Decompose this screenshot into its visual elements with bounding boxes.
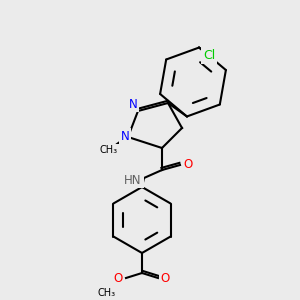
Text: O: O (113, 272, 123, 284)
Text: Cl: Cl (203, 49, 215, 62)
Text: N: N (129, 98, 137, 110)
Text: HN: HN (124, 173, 142, 187)
Text: O: O (160, 272, 169, 284)
Text: CH₃: CH₃ (98, 288, 116, 298)
Text: CH₃: CH₃ (100, 145, 118, 155)
Text: O: O (183, 158, 193, 172)
Text: N: N (121, 130, 129, 142)
